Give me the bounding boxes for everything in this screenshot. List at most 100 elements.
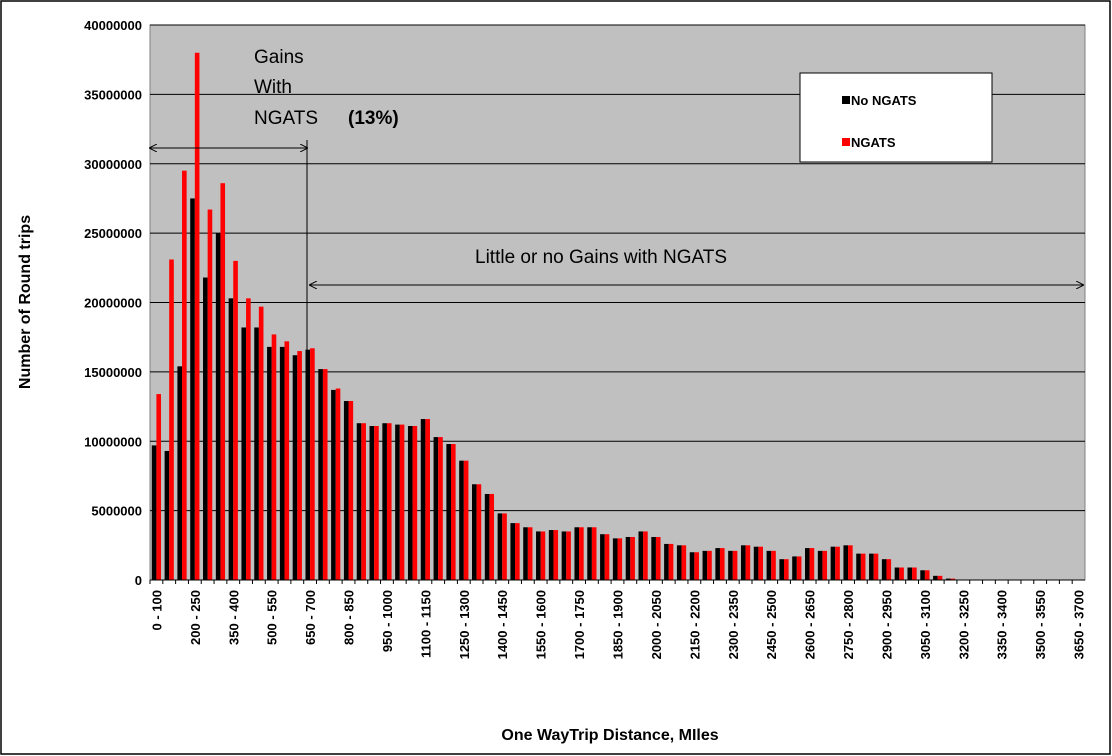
y-tick-label: 35000000 (84, 87, 142, 102)
bar (203, 277, 208, 580)
y-tick-label: 30000000 (84, 157, 142, 172)
bar (356, 423, 362, 580)
bar (515, 523, 520, 580)
bar (190, 198, 195, 580)
legend-label: NGATS (851, 135, 896, 150)
legend-swatch (842, 96, 850, 104)
x-tick-label: 800 - 850 (342, 590, 357, 645)
bar (254, 327, 259, 580)
bar (267, 346, 272, 580)
bar (912, 567, 917, 580)
bar (258, 306, 264, 580)
x-tick-label: 3500 - 3550 (1033, 590, 1048, 659)
bar (933, 575, 938, 580)
x-tick-label: 950 - 1000 (380, 590, 395, 652)
annotation: Little or no Gains with NGATS (475, 247, 727, 268)
bar (407, 425, 413, 580)
x-tick-label: 1250 - 1300 (457, 590, 472, 659)
bar (869, 553, 874, 580)
bar (331, 389, 336, 580)
x-tick-label: 0 - 100 (149, 590, 164, 630)
bar (382, 423, 387, 580)
bar (950, 578, 956, 580)
bar (830, 546, 836, 580)
y-tick-label: 5000000 (91, 504, 142, 519)
bar (732, 550, 738, 580)
bar (297, 351, 302, 580)
bar (848, 545, 853, 580)
bar (630, 536, 635, 580)
x-tick-label: 2450 - 2500 (764, 590, 779, 659)
bar (894, 567, 900, 580)
x-tick-label: 1850 - 1900 (611, 590, 626, 659)
bar (856, 553, 861, 580)
bar (899, 567, 904, 580)
y-tick-label: 20000000 (84, 296, 142, 311)
bar (668, 543, 674, 580)
annotation: NGATS (254, 108, 318, 129)
bar (246, 298, 251, 580)
bar (233, 260, 238, 580)
bar (271, 334, 277, 580)
bar (728, 550, 733, 580)
bar (279, 346, 285, 580)
bar (318, 369, 323, 580)
bar (540, 531, 546, 580)
bar (566, 531, 571, 580)
bar (484, 493, 490, 580)
bar (164, 450, 170, 580)
bar (937, 575, 943, 580)
bar (753, 546, 759, 580)
legend-swatch (842, 138, 850, 146)
bar (476, 484, 482, 580)
bar (579, 527, 584, 580)
bar (715, 548, 720, 580)
bar (702, 550, 708, 580)
annotation: Gains (254, 47, 304, 68)
bar (228, 298, 234, 580)
bar (591, 527, 597, 580)
bar (792, 556, 797, 580)
bar (527, 527, 533, 580)
bar (655, 536, 661, 580)
bar (796, 556, 802, 580)
x-tick-label: 650 - 700 (303, 590, 318, 645)
x-tick-label: 500 - 550 (265, 590, 280, 645)
x-tick-label: 2750 - 2800 (841, 590, 856, 659)
bar (561, 531, 567, 580)
bar (643, 531, 648, 580)
annotation: (13%) (348, 108, 399, 129)
bar (502, 513, 507, 580)
bar (305, 349, 311, 580)
bar (399, 424, 405, 580)
bar (386, 423, 392, 580)
bar (766, 550, 772, 580)
bar (177, 366, 183, 580)
bar (425, 419, 430, 580)
bar (151, 445, 157, 580)
bar (809, 548, 815, 580)
bar (182, 170, 187, 580)
bar (664, 543, 669, 580)
x-tick-label: 3650 - 3700 (1072, 590, 1087, 659)
bar (600, 534, 605, 580)
bar (771, 550, 776, 580)
y-tick-label: 10000000 (84, 434, 142, 449)
bar (707, 550, 712, 580)
bar (169, 259, 174, 580)
x-tick-label: 2150 - 2200 (687, 590, 702, 659)
x-tick-label: 1100 - 1150 (418, 590, 433, 658)
bar (194, 52, 200, 580)
bar (881, 559, 887, 580)
bar (740, 545, 746, 580)
legend-label: No NGATS (851, 93, 917, 108)
x-tick-label: 3200 - 3250 (956, 590, 971, 659)
bar (241, 327, 247, 580)
bar (489, 493, 495, 580)
bar (617, 538, 623, 580)
bar (510, 523, 516, 580)
x-tick-label: 2900 - 2950 (879, 590, 894, 659)
x-tick-label: 1400 - 1450 (495, 590, 510, 659)
bar (817, 550, 823, 580)
bar (471, 484, 477, 580)
